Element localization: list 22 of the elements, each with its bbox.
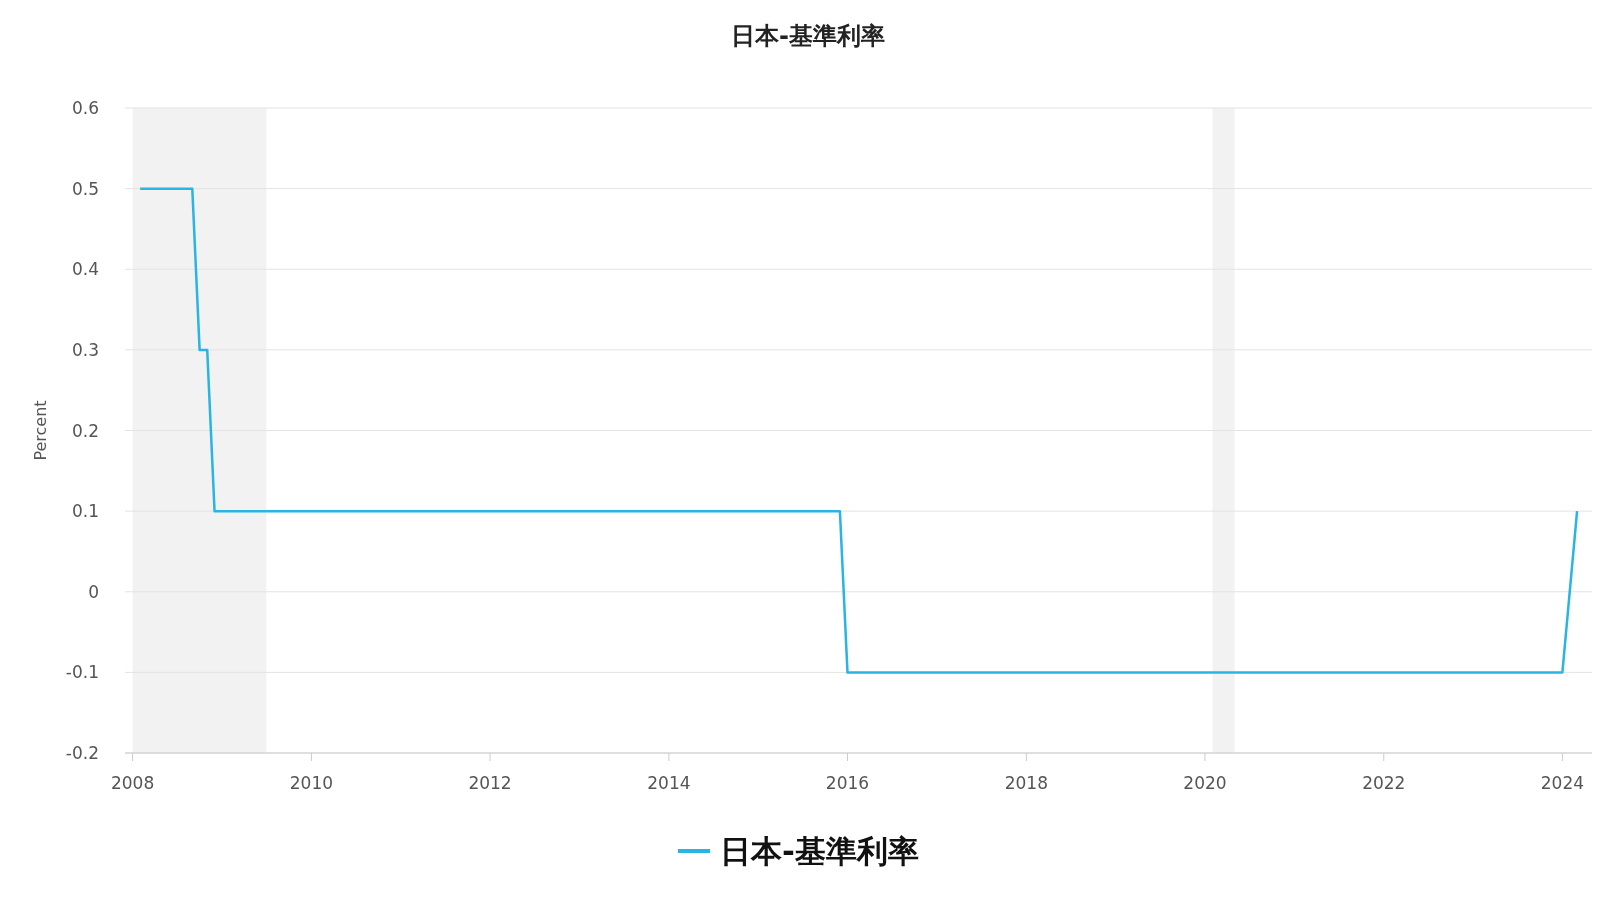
y-tick-label: 0.5 [71, 178, 99, 199]
y-tick-label: 0.1 [71, 501, 99, 522]
x-tick-label: 2020 [1183, 773, 1227, 793]
x-tick-label: 2024 [1540, 773, 1585, 793]
y-tick-label: 0 [88, 581, 99, 602]
y-tick-label: -0.1 [65, 662, 99, 683]
y-tick-label: 0.6 [71, 98, 99, 118]
y-tick-label: 0.4 [71, 259, 99, 280]
x-tick-label: 2012 [468, 773, 512, 793]
x-tick-label: 2010 [289, 773, 334, 793]
x-tick-label: 2016 [825, 773, 870, 793]
line-series [138, 187, 1579, 674]
y-tick-label: -0.2 [65, 743, 99, 763]
y-tick-label: 0.3 [71, 339, 99, 360]
y-tick-label: 0.2 [71, 420, 99, 441]
x-tick-label: 2022 [1362, 773, 1406, 793]
legend-label: 日本-基準利率 [720, 833, 919, 869]
y-axis-title: Percent [31, 400, 50, 461]
x-tick-label: 2014 [647, 773, 691, 793]
x-tick-label: 2018 [1004, 773, 1048, 793]
x-tick-label: 2008 [110, 773, 155, 793]
chart-title: 日本-基準利率 [731, 22, 885, 50]
